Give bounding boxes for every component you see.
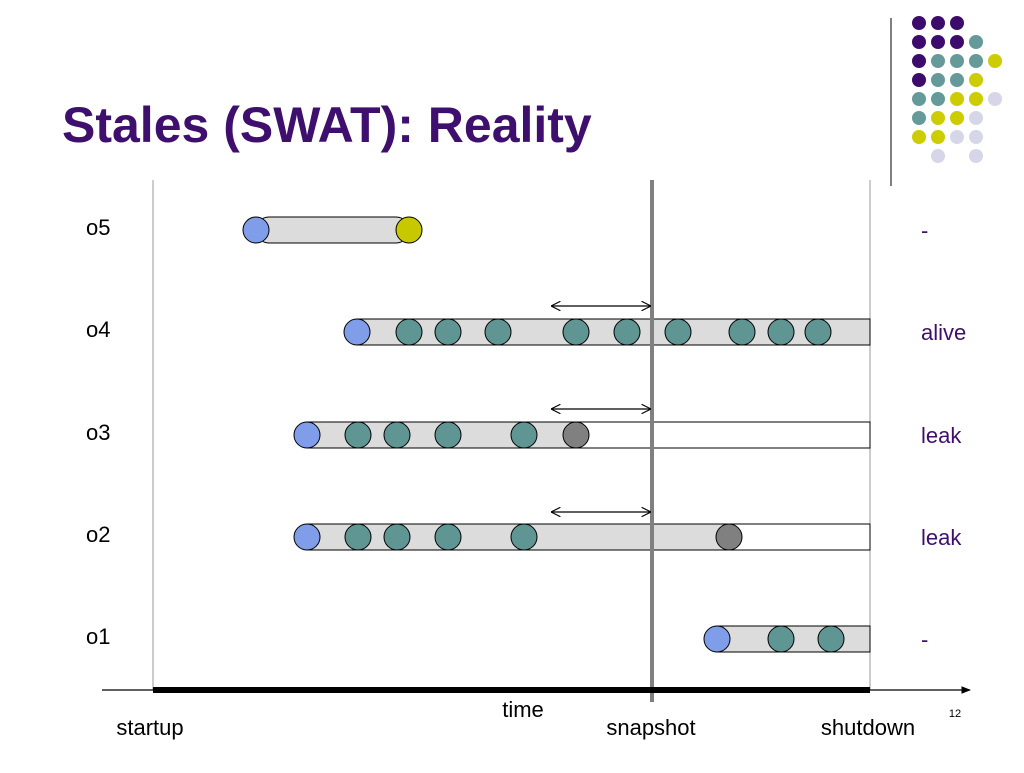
dot [931,130,945,144]
access-event [434,421,462,449]
object-rows: o5 - o4 alive o3 leak o2 leak o1 - [86,215,966,653]
dot [969,130,983,144]
row-status: alive [921,320,966,345]
dot [912,35,926,49]
dot [950,92,964,106]
dot [931,73,945,87]
access-event [562,318,590,346]
access-event [664,318,692,346]
dot [931,92,945,106]
dot [950,130,964,144]
row-status: leak [921,525,962,550]
access-event [703,625,731,653]
live-span [255,216,410,244]
access-event [804,318,832,346]
access-event [395,216,423,244]
row-label: o4 [86,317,110,342]
timeline: o5 - o4 alive o3 leak o2 leak o1 - time startup s… [86,180,971,740]
access-event [484,318,512,346]
access-event [395,318,423,346]
access-event [434,318,462,346]
dot [950,35,964,49]
dot [931,16,945,30]
access-event [242,216,270,244]
decoration-dots [912,16,1002,163]
dot [912,73,926,87]
dot [931,54,945,68]
access-event [383,523,411,551]
access-event [434,523,462,551]
dead-span [728,523,871,551]
object-row: o1 - [86,624,928,653]
row-label: o3 [86,420,110,445]
dot [988,92,1002,106]
access-event [767,625,795,653]
dot [912,111,926,125]
access-event [293,421,321,449]
axis-label: time [502,697,544,722]
access-event [344,523,372,551]
access-event [613,318,641,346]
access-event [510,523,538,551]
marker-label: shutdown [821,715,915,740]
row-status: - [921,218,928,243]
marker-label: snapshot [606,715,695,740]
dot [912,92,926,106]
dot [969,73,983,87]
access-event [817,625,845,653]
dot [950,16,964,30]
access-event [715,523,743,551]
dot [912,54,926,68]
dot [950,54,964,68]
row-status: - [921,627,928,652]
dot [912,16,926,30]
dot [931,111,945,125]
dot [969,54,983,68]
row-label: o1 [86,624,110,649]
object-row: o2 leak [86,522,962,551]
dot [969,111,983,125]
row-label: o5 [86,215,110,240]
dot [931,149,945,163]
object-row: o4 alive [86,317,966,346]
object-row: o5 - [86,215,928,244]
access-event [343,318,371,346]
access-event [510,421,538,449]
access-event [728,318,756,346]
dot [969,92,983,106]
access-event [344,421,372,449]
dot [969,35,983,49]
dot [931,35,945,49]
dot [969,149,983,163]
page-number: 12 [949,708,961,720]
dot [950,73,964,87]
title: Stales (SWAT): Reality [62,97,592,153]
access-event [562,421,590,449]
marker-label: startup [116,715,183,740]
dot [912,130,926,144]
dead-span [575,421,871,449]
row-label: o2 [86,522,110,547]
dot [988,54,1002,68]
dot [950,111,964,125]
access-event [767,318,795,346]
access-event [293,523,321,551]
row-status: leak [921,423,962,448]
access-event [383,421,411,449]
object-row: o3 leak [86,420,962,449]
